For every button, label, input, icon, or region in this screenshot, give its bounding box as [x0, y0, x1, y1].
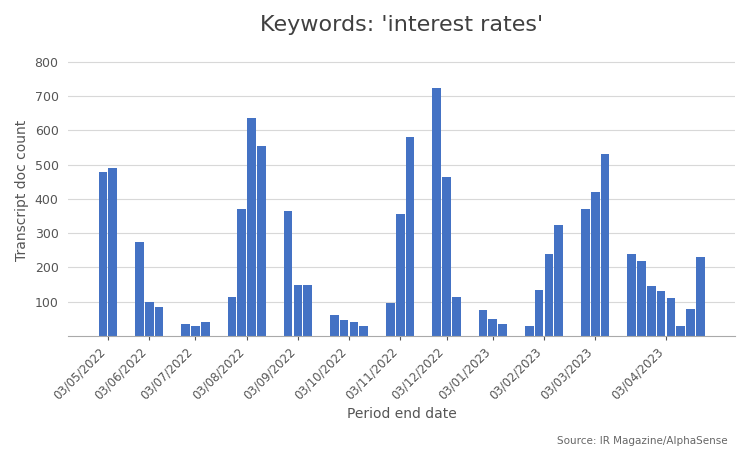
- Bar: [452, 297, 460, 336]
- Bar: [293, 284, 302, 336]
- Bar: [248, 118, 256, 336]
- Bar: [696, 257, 705, 336]
- Bar: [627, 254, 636, 336]
- Bar: [303, 284, 312, 336]
- Title: Keywords: 'interest rates': Keywords: 'interest rates': [260, 15, 543, 35]
- Bar: [488, 319, 497, 336]
- Bar: [544, 254, 554, 336]
- Bar: [667, 298, 675, 336]
- Bar: [591, 192, 599, 336]
- Bar: [498, 324, 507, 336]
- Text: Source: IR Magazine/AlphaSense: Source: IR Magazine/AlphaSense: [556, 436, 728, 446]
- Bar: [657, 292, 665, 336]
- Bar: [284, 211, 292, 336]
- Bar: [535, 290, 544, 336]
- Bar: [227, 297, 236, 336]
- Bar: [135, 242, 144, 336]
- Bar: [154, 307, 164, 336]
- Bar: [433, 88, 441, 336]
- Y-axis label: Transcript doc count: Transcript doc count: [15, 120, 29, 261]
- Bar: [257, 146, 265, 336]
- Bar: [478, 310, 488, 336]
- Bar: [201, 322, 209, 336]
- Bar: [647, 286, 656, 336]
- Bar: [330, 315, 339, 336]
- Bar: [340, 320, 349, 336]
- Bar: [98, 171, 107, 336]
- Bar: [350, 322, 358, 336]
- Bar: [109, 168, 117, 336]
- Bar: [601, 154, 609, 336]
- Bar: [406, 137, 414, 336]
- Bar: [442, 177, 451, 336]
- Bar: [554, 225, 563, 336]
- Bar: [686, 309, 695, 336]
- X-axis label: Period end date: Period end date: [346, 408, 457, 422]
- Bar: [182, 324, 190, 336]
- Bar: [145, 302, 154, 336]
- Bar: [396, 214, 404, 336]
- Bar: [191, 326, 200, 336]
- Bar: [525, 326, 533, 336]
- Bar: [581, 209, 590, 336]
- Bar: [676, 326, 685, 336]
- Bar: [386, 303, 394, 336]
- Bar: [359, 326, 368, 336]
- Bar: [638, 261, 646, 336]
- Bar: [238, 209, 246, 336]
